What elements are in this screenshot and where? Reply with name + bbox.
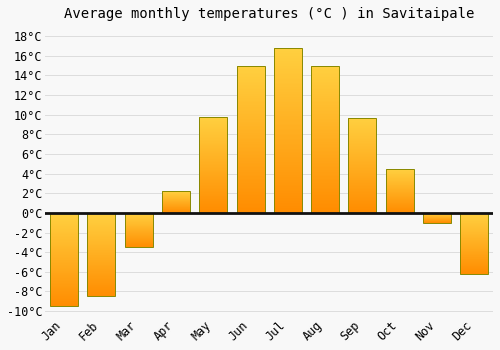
- Bar: [274, 48, 302, 213]
- Bar: [199, 117, 227, 213]
- Bar: [460, 213, 488, 274]
- Title: Average monthly temperatures (°C ) in Savitaipale: Average monthly temperatures (°C ) in Sa…: [64, 7, 474, 21]
- Bar: [423, 213, 451, 223]
- Bar: [311, 65, 339, 213]
- Bar: [348, 118, 376, 213]
- Bar: [124, 213, 152, 247]
- Bar: [236, 65, 264, 213]
- Bar: [386, 169, 414, 213]
- Bar: [162, 191, 190, 213]
- Bar: [50, 213, 78, 306]
- Bar: [88, 213, 116, 296]
